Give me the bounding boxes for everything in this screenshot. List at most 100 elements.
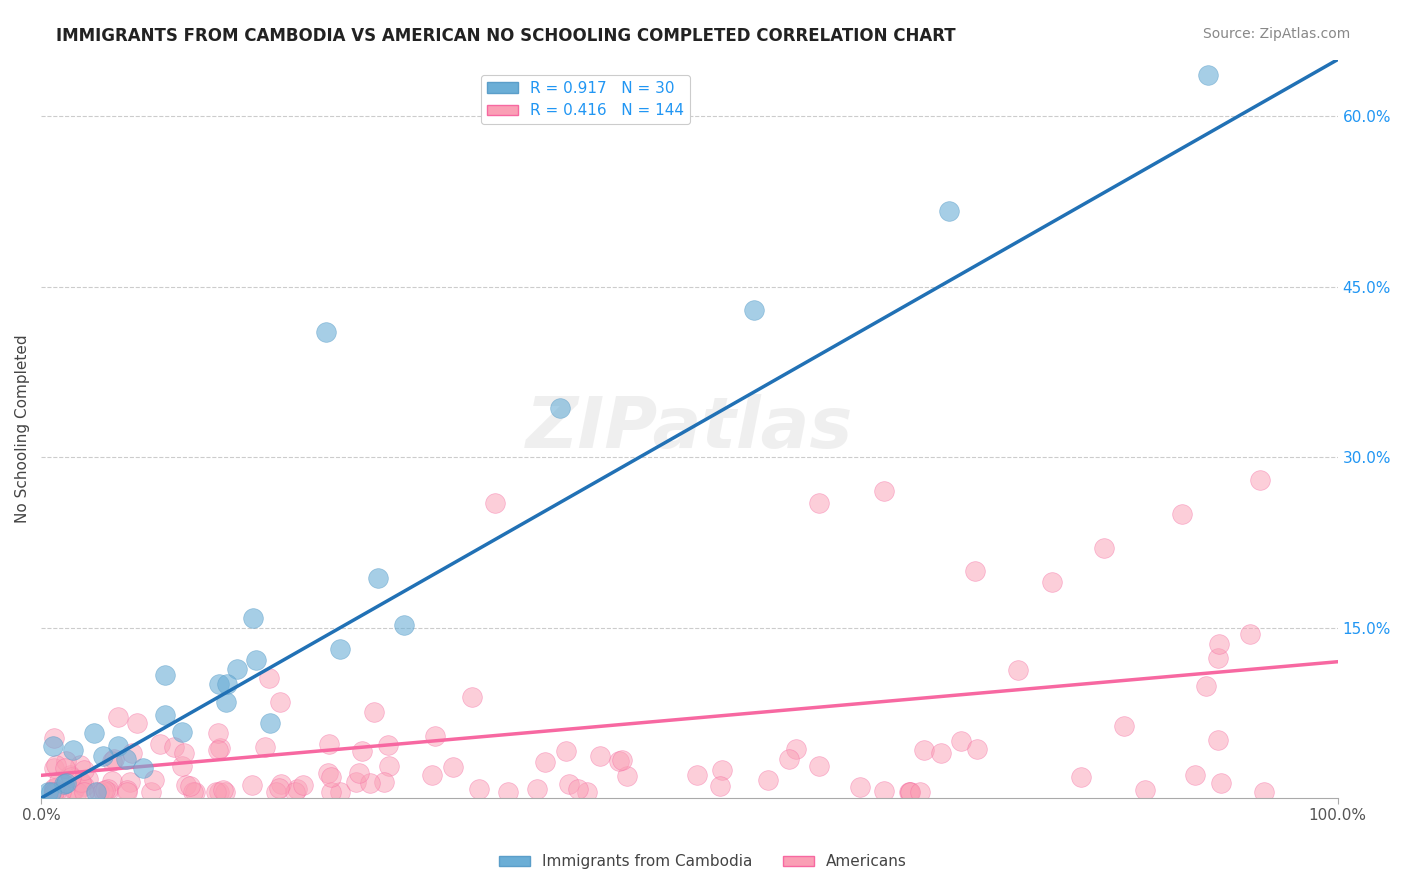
Point <box>76 772 98 787</box>
Point <box>526 782 548 797</box>
Point <box>173 746 195 760</box>
Point <box>208 677 231 691</box>
Point <box>42 761 65 775</box>
Point <box>567 782 589 797</box>
Point <box>148 737 170 751</box>
Point <box>39 785 62 799</box>
Point <box>91 748 114 763</box>
Point <box>73 779 96 793</box>
Point <box>89 785 111 799</box>
Point <box>873 783 896 797</box>
Point <box>63 782 86 797</box>
Point <box>259 715 281 730</box>
Point <box>963 564 986 578</box>
Point <box>484 496 506 510</box>
Point <box>83 726 105 740</box>
Point <box>107 710 129 724</box>
Point <box>115 783 138 797</box>
Point <box>315 325 337 339</box>
Point <box>37 785 59 799</box>
Point <box>898 785 921 799</box>
Point <box>94 783 117 797</box>
Point <box>316 765 339 780</box>
Point <box>184 785 207 799</box>
Point <box>1206 651 1229 665</box>
Point <box>42 739 65 753</box>
Point <box>742 303 765 318</box>
Point <box>1195 679 1218 693</box>
Point <box>344 775 367 789</box>
Point <box>807 759 830 773</box>
Point <box>329 784 352 798</box>
Point <box>42 782 65 797</box>
Point <box>44 731 66 745</box>
Point <box>898 785 921 799</box>
Point <box>352 744 374 758</box>
Point <box>609 754 631 768</box>
Point <box>270 776 292 790</box>
Point <box>55 776 77 790</box>
Point <box>373 775 395 789</box>
Text: Source: ZipAtlas.com: Source: ZipAtlas.com <box>1202 27 1350 41</box>
Point <box>103 752 125 766</box>
Point <box>264 785 287 799</box>
Point <box>121 746 143 760</box>
Point <box>100 754 122 768</box>
Point <box>179 779 201 793</box>
Point <box>212 783 235 797</box>
Point <box>242 611 264 625</box>
Point <box>117 785 139 799</box>
Point <box>1007 663 1029 677</box>
Point <box>59 770 82 784</box>
Point <box>575 785 598 799</box>
Point <box>215 695 238 709</box>
Point <box>214 785 236 799</box>
Point <box>69 775 91 789</box>
Y-axis label: No Schooling Completed: No Schooling Completed <box>15 334 30 523</box>
Point <box>685 768 707 782</box>
Point <box>468 781 491 796</box>
Point <box>912 743 935 757</box>
Point <box>950 734 973 748</box>
Point <box>423 729 446 743</box>
Point <box>100 774 122 789</box>
Point <box>72 764 94 778</box>
Point <box>142 773 165 788</box>
Point <box>53 762 76 776</box>
Point <box>1249 473 1271 487</box>
Point <box>115 752 138 766</box>
Text: ZIPatlas: ZIPatlas <box>526 394 853 463</box>
Point <box>97 782 120 797</box>
Point <box>217 677 239 691</box>
Point <box>70 774 93 789</box>
Point <box>204 785 226 799</box>
Point <box>125 716 148 731</box>
Point <box>292 778 315 792</box>
Point <box>321 785 343 799</box>
Point <box>1092 541 1115 555</box>
Point <box>174 778 197 792</box>
Point <box>1114 719 1136 733</box>
Point <box>91 784 114 798</box>
Point <box>97 785 120 799</box>
Point <box>756 773 779 788</box>
Point <box>63 782 86 797</box>
Point <box>321 770 343 784</box>
Point <box>269 781 291 796</box>
Point <box>240 778 263 792</box>
Point <box>1184 768 1206 782</box>
Point <box>441 760 464 774</box>
Text: IMMIGRANTS FROM CAMBODIA VS AMERICAN NO SCHOOLING COMPLETED CORRELATION CHART: IMMIGRANTS FROM CAMBODIA VS AMERICAN NO … <box>56 27 956 45</box>
Point <box>461 690 484 704</box>
Point <box>284 785 307 799</box>
Point <box>118 775 141 789</box>
Point <box>966 742 988 756</box>
Point <box>849 780 872 794</box>
Point <box>45 758 67 772</box>
Point <box>359 776 381 790</box>
Point <box>808 496 831 510</box>
Point <box>377 738 399 752</box>
Point <box>285 781 308 796</box>
Point <box>392 618 415 632</box>
Point <box>42 785 65 799</box>
